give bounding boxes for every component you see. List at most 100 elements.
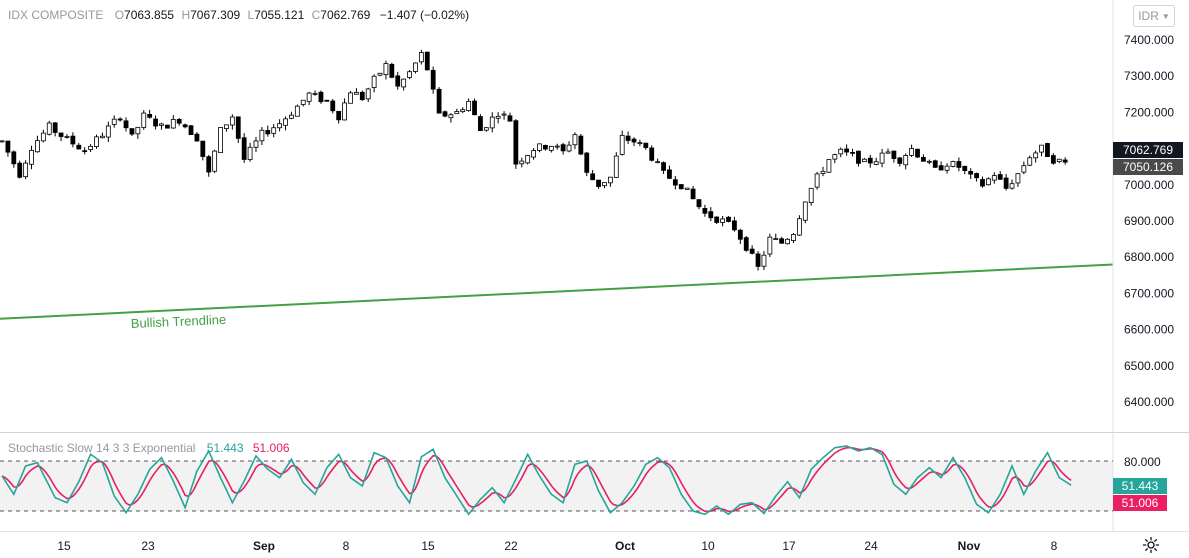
candle xyxy=(466,98,472,112)
gear-icon[interactable] xyxy=(1142,536,1160,554)
candle xyxy=(655,158,661,164)
candle xyxy=(324,99,330,102)
candle xyxy=(554,143,560,150)
candle xyxy=(1045,142,1050,157)
high-label: H xyxy=(181,8,191,22)
candle xyxy=(200,140,206,161)
candle xyxy=(974,172,979,182)
candle xyxy=(377,72,383,77)
candle xyxy=(808,187,814,206)
candle xyxy=(1056,158,1062,164)
price-tick-label: 6900.000 xyxy=(1124,214,1174,228)
time-axis[interactable]: 15 23 Sep 8 15 22 Oct 10 17 24 Nov 8 xyxy=(57,539,1057,553)
candle xyxy=(359,90,365,101)
stochastic-k-line xyxy=(1,445,1072,516)
price-tick-label: 7300.000 xyxy=(1124,69,1174,83)
price-tick-label: 6400.000 xyxy=(1124,395,1174,409)
candle xyxy=(826,159,832,173)
ohlc-legend[interactable]: IDX COMPOSITE O7063.855 H7067.309 L7055.… xyxy=(8,8,469,22)
candle xyxy=(903,153,909,170)
time-tick-label: 24 xyxy=(864,539,878,553)
close-label: C xyxy=(311,8,321,22)
symbol-name[interactable]: IDX COMPOSITE xyxy=(8,8,104,22)
candle xyxy=(708,207,714,222)
candle xyxy=(968,168,974,180)
candle xyxy=(607,176,613,187)
candle xyxy=(873,157,879,166)
candle xyxy=(856,150,861,167)
candle xyxy=(105,121,111,142)
time-tick-label: 23 xyxy=(141,539,155,553)
candle xyxy=(46,120,52,136)
bullish-trendline[interactable] xyxy=(0,263,1114,320)
candle xyxy=(537,143,542,153)
candle xyxy=(11,150,17,168)
open-value: 7063.855 xyxy=(124,8,175,22)
candle xyxy=(1033,150,1039,163)
candle xyxy=(1062,157,1068,165)
stochastic-k-value: 51.443 xyxy=(207,441,244,455)
candle xyxy=(861,157,867,163)
candle xyxy=(625,131,631,144)
time-tick-label: 8 xyxy=(1051,539,1058,553)
candle xyxy=(548,145,554,153)
candle xyxy=(838,147,844,158)
stoch-d-badge: 51.006 xyxy=(1113,495,1167,511)
candle xyxy=(472,98,477,116)
candle xyxy=(460,107,466,114)
candle xyxy=(495,112,501,124)
price-axis[interactable]: 7400.0007300.0007200.0007100.0007000.000… xyxy=(1124,33,1174,409)
candle xyxy=(1015,173,1021,187)
last-price-badge: 7062.769 xyxy=(1113,142,1183,158)
candle xyxy=(1021,161,1027,175)
candle xyxy=(980,176,985,188)
candle xyxy=(389,62,395,79)
candle xyxy=(921,154,926,162)
candle xyxy=(885,148,891,154)
candle xyxy=(206,154,212,177)
candle xyxy=(690,185,696,200)
candle xyxy=(212,149,218,174)
candle xyxy=(696,199,702,210)
low-label: L xyxy=(247,8,255,22)
stochastic-legend[interactable]: Stochastic Slow 14 3 3 Exponential 51.44… xyxy=(8,441,290,455)
candle xyxy=(229,114,235,130)
candle xyxy=(649,145,655,162)
price-tick-label: 7000.000 xyxy=(1124,178,1174,192)
candle xyxy=(543,144,548,151)
candle xyxy=(991,172,997,184)
candle xyxy=(300,99,306,107)
candle xyxy=(29,145,34,170)
candle xyxy=(702,204,708,217)
candle xyxy=(1003,173,1009,191)
candle xyxy=(986,177,991,186)
candle xyxy=(94,134,99,149)
candle xyxy=(560,142,566,155)
trendline-label: Bullish Trendline xyxy=(130,312,226,331)
candle xyxy=(531,148,536,160)
candle xyxy=(1027,155,1033,167)
candle xyxy=(643,142,649,150)
candle xyxy=(17,160,23,179)
candle xyxy=(489,112,495,133)
candle xyxy=(153,115,158,130)
candle xyxy=(726,216,731,223)
candle xyxy=(867,154,873,168)
candle xyxy=(478,114,483,132)
candle xyxy=(767,233,773,258)
prev-price-badge: 7050.126 xyxy=(1113,159,1183,175)
candle xyxy=(684,187,690,190)
candle xyxy=(613,152,619,178)
candle xyxy=(578,133,584,156)
currency-button[interactable]: IDR ▼ xyxy=(1133,5,1175,27)
candle xyxy=(1039,144,1044,157)
candle xyxy=(814,171,820,190)
candle xyxy=(111,115,117,128)
candle xyxy=(58,132,64,142)
time-tick-label: 8 xyxy=(343,539,350,553)
candle xyxy=(483,127,489,132)
candle xyxy=(631,137,637,147)
candle xyxy=(336,110,342,124)
candle xyxy=(938,161,944,171)
